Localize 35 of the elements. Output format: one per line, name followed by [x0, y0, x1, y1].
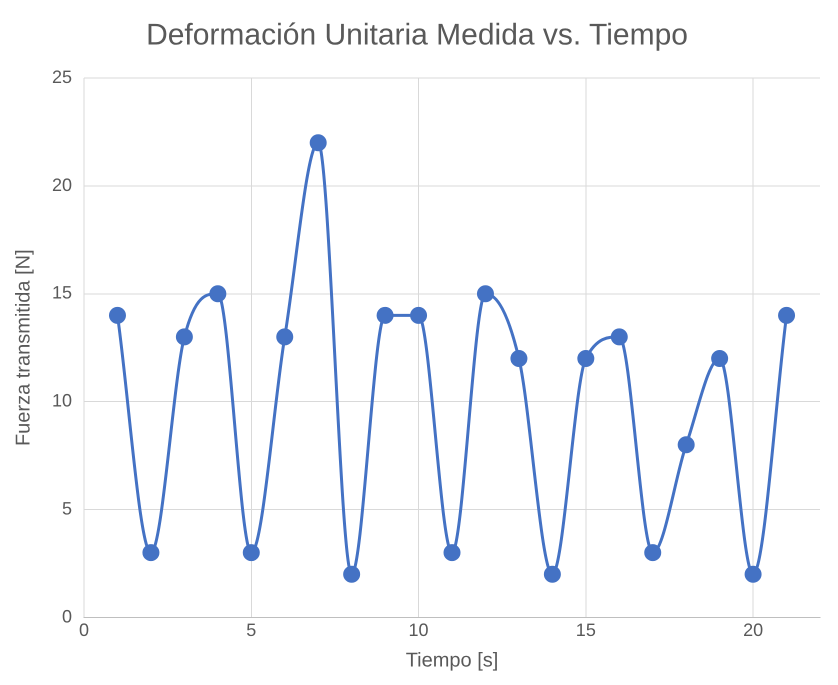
point: [310, 134, 327, 152]
y-tick-label: 5: [62, 498, 72, 518]
x-tick-label: 15: [576, 620, 596, 640]
x-tick-label: 5: [246, 620, 256, 640]
point: [276, 328, 294, 346]
y-tick-label: 0: [62, 606, 72, 626]
point: [544, 566, 561, 583]
point: [610, 328, 628, 346]
point: [678, 436, 695, 454]
point: [410, 306, 428, 324]
point: [444, 544, 461, 562]
chart-title: Deformación Unitaria Medida vs. Tiempo: [146, 18, 688, 52]
x-tick-label: 20: [743, 620, 764, 640]
point: [209, 285, 226, 302]
point: [142, 544, 160, 562]
y-tick-label: 25: [52, 66, 72, 87]
point: [108, 306, 126, 324]
point: [644, 544, 662, 562]
point: [510, 350, 528, 367]
y-tick-label: 15: [52, 282, 72, 303]
point: [778, 306, 796, 324]
x-axis-title: Tiempo [s]: [406, 650, 498, 672]
point: [744, 566, 762, 583]
x-tick-label: 10: [408, 620, 429, 640]
point: [343, 566, 360, 583]
point: [376, 306, 394, 324]
point: [242, 544, 260, 562]
point: [476, 285, 494, 302]
point: [176, 328, 193, 346]
y-tick-label: 10: [52, 390, 72, 411]
point: [711, 350, 728, 367]
point: [577, 350, 594, 367]
x-tick-label: 0: [79, 620, 90, 640]
y-tick-label: 20: [52, 174, 72, 195]
y-axis-title: Fuerza transmitida [N]: [12, 249, 35, 446]
